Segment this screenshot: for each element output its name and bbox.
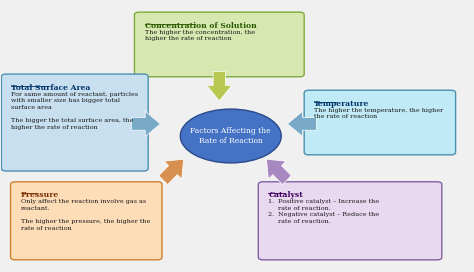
Text: Temperature: Temperature: [314, 100, 370, 108]
FancyBboxPatch shape: [304, 90, 456, 155]
Polygon shape: [266, 159, 291, 185]
Text: The higher the temperature, the higher
the rate of reaction: The higher the temperature, the higher t…: [314, 108, 444, 119]
Text: Concentration of Solution: Concentration of Solution: [145, 21, 256, 30]
FancyBboxPatch shape: [1, 74, 148, 171]
Polygon shape: [131, 111, 160, 137]
Text: Pressure: Pressure: [21, 191, 59, 199]
FancyBboxPatch shape: [135, 12, 304, 77]
FancyBboxPatch shape: [10, 182, 162, 260]
Text: Factors Affecting the
Rate of Reaction: Factors Affecting the Rate of Reaction: [191, 127, 271, 145]
Text: Only affect the reaction involve gas as
reactant.

The higher the pressure, the : Only affect the reaction involve gas as …: [21, 199, 150, 231]
Polygon shape: [159, 159, 183, 185]
Polygon shape: [207, 72, 232, 101]
Text: Total Surface Area: Total Surface Area: [11, 84, 91, 91]
Text: Catalyst: Catalyst: [268, 191, 303, 199]
Text: For same amount of reactant, particles
with smaller size has bigger total
surfac: For same amount of reactant, particles w…: [11, 92, 138, 129]
Polygon shape: [287, 111, 316, 137]
Text: The higher the concentration, the
higher the rate of reaction: The higher the concentration, the higher…: [145, 30, 255, 41]
Ellipse shape: [180, 109, 281, 163]
FancyBboxPatch shape: [258, 182, 442, 260]
Text: 1.  Positive catalyst – Increase the
     rate of reaction.
2.  Negative catalys: 1. Positive catalyst – Increase the rate…: [268, 199, 380, 224]
